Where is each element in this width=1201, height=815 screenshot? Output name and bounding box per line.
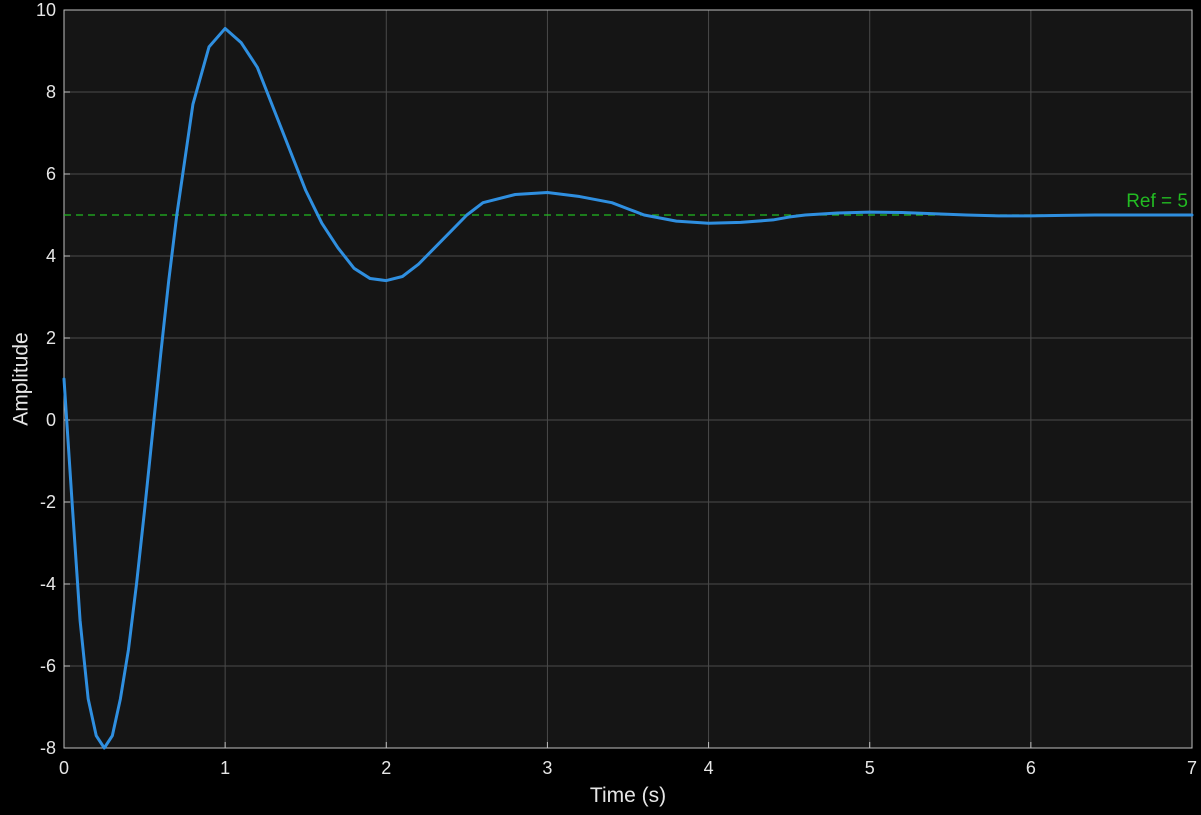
y-tick-label: 4	[46, 246, 56, 266]
reference-label: Ref = 5	[1126, 191, 1188, 212]
series-layer	[62, 26, 1194, 750]
x-tick-label: 2	[381, 758, 391, 778]
y-tick-label: 10	[36, 0, 56, 20]
x-tick-label: 4	[704, 758, 714, 778]
x-tick-label: 1	[220, 758, 230, 778]
plot-area	[64, 10, 1192, 748]
response-series-line	[62, 26, 1194, 750]
y-tick-label: 0	[46, 410, 56, 430]
x-tick-label: 5	[865, 758, 875, 778]
y-tick-label: -4	[40, 574, 56, 594]
x-axis-title: Time (s)	[590, 784, 666, 807]
tick-labels: 0 1 2 3 4 5 6 7 -8 -6 -4 -2 0 2 4 6 8 10	[36, 0, 1197, 778]
x-tick-label: 6	[1026, 758, 1036, 778]
y-axis-title: Amplitude	[9, 332, 32, 425]
y-tick-label: 2	[46, 328, 56, 348]
y-tick-label: 8	[46, 82, 56, 102]
x-tick-label: 3	[542, 758, 552, 778]
y-tick-label: -2	[40, 492, 56, 512]
x-tick-label: 7	[1187, 758, 1197, 778]
x-tick-label: 0	[59, 758, 69, 778]
y-tick-label: 6	[46, 164, 56, 184]
y-tick-label: -6	[40, 656, 56, 676]
y-tick-label: -8	[40, 738, 56, 758]
